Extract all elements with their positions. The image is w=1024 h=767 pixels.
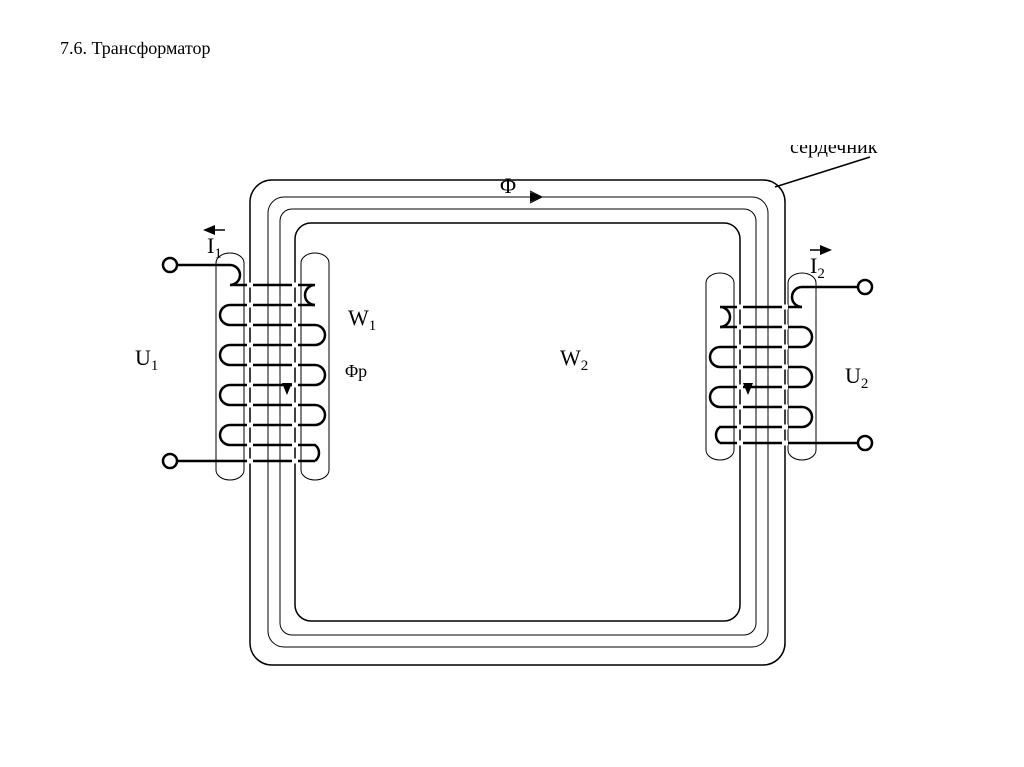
w1-sub: 1 — [369, 318, 377, 334]
core-label: сердечник — [790, 145, 878, 158]
primary-terminal-top — [163, 258, 177, 272]
flux-arrow-right-leakage — [743, 383, 753, 395]
flux-loop-outer — [268, 197, 768, 647]
secondary-terminal-top — [858, 280, 872, 294]
w1-label-group: W1 — [348, 305, 376, 334]
core-outer — [250, 180, 785, 665]
primary-terminal-bottom — [163, 454, 177, 468]
i1-label-group: I1 — [203, 225, 225, 262]
secondary-terminal-bottom — [858, 436, 872, 450]
u2-label-group: U2 — [845, 363, 868, 392]
w2-label-group: W2 — [560, 345, 588, 374]
i2-label-group: I2 — [810, 245, 832, 282]
u1-label-group: U1 — [135, 345, 158, 374]
u2-label: U — [845, 363, 861, 388]
core-inner — [295, 223, 740, 621]
flux-label: Φ — [500, 173, 516, 198]
w2-label: W — [560, 345, 581, 370]
u1-label: U — [135, 345, 151, 370]
transformer-diagram: Φ сердечник I1 I2 U1 U2 W1 W2 Φр — [130, 145, 930, 710]
u1-sub: 1 — [151, 358, 159, 374]
u2-sub: 2 — [861, 376, 869, 392]
w2-sub: 2 — [581, 358, 589, 374]
svg-text:I1: I1 — [207, 233, 222, 262]
w1-label: W — [348, 305, 369, 330]
page-title: 7.6. Трансформатор — [60, 38, 210, 59]
flux-arrow-top — [530, 191, 542, 203]
core-pointer — [775, 157, 870, 187]
svg-text:I2: I2 — [810, 253, 825, 282]
i2-label: I — [810, 253, 817, 278]
i1-label: I — [207, 233, 214, 258]
i2-sub: 2 — [817, 266, 825, 282]
primary-wire-gaps — [247, 285, 298, 461]
i1-sub: 1 — [214, 246, 222, 262]
flux-loop-inner — [280, 209, 756, 635]
leakage-flux-label: Φр — [345, 361, 367, 381]
